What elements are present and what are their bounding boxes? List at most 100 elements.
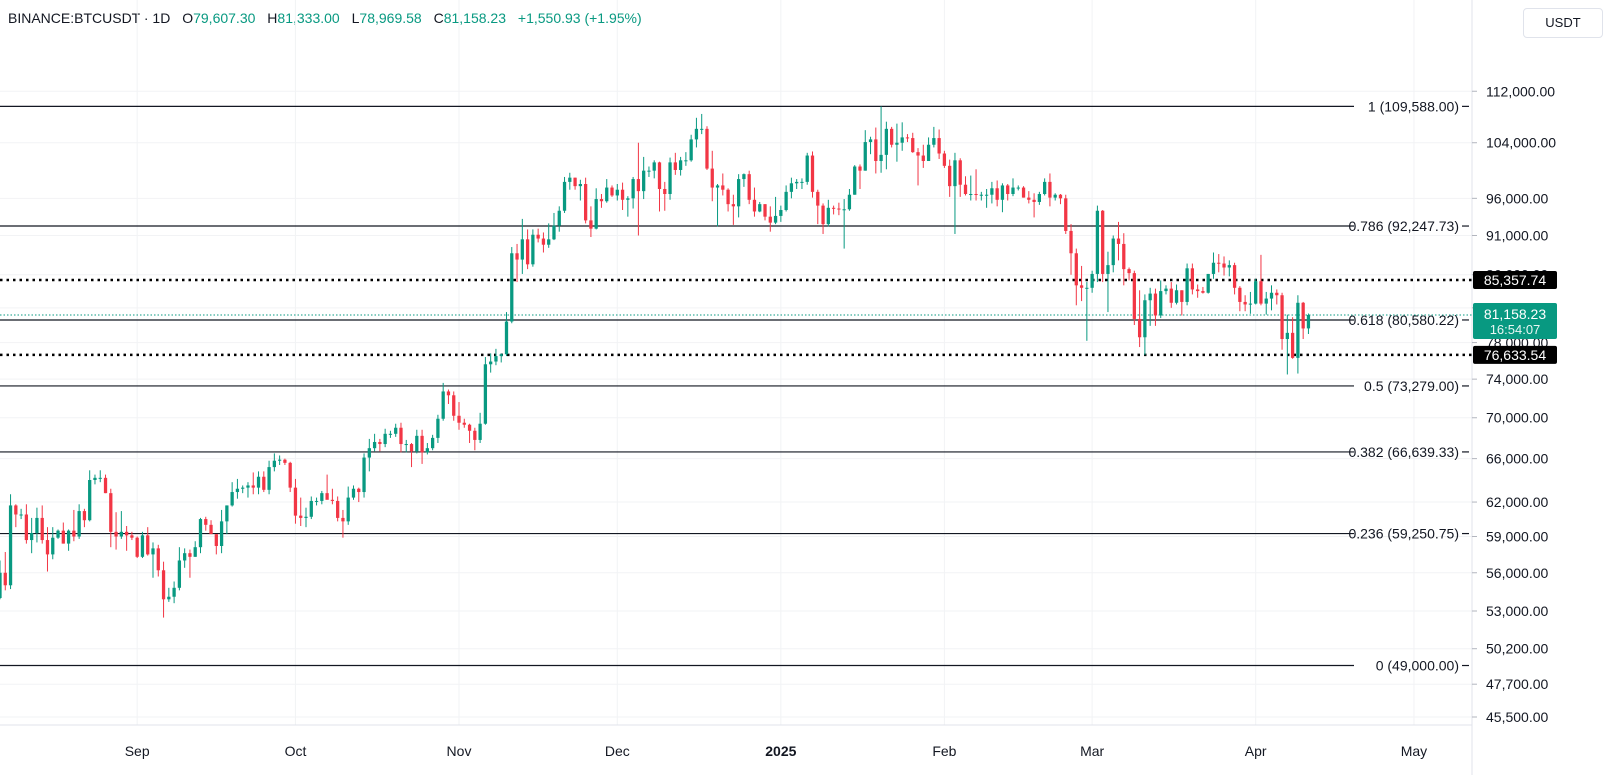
candle-body (816, 191, 820, 206)
candle-body (784, 191, 788, 211)
candle-body (515, 253, 519, 260)
candle-body (1243, 301, 1247, 305)
candle-body (763, 204, 767, 217)
candle-body (1027, 197, 1031, 200)
candle-body (109, 493, 113, 532)
candle-up (1043, 178, 1047, 196)
candle-up (742, 173, 746, 187)
candle-body (24, 514, 29, 541)
candle-up (235, 478, 240, 499)
candle-down (399, 422, 403, 453)
candle-down (831, 205, 836, 215)
candle-body (689, 139, 693, 161)
candle-down (1069, 224, 1073, 275)
candle-down (341, 509, 345, 538)
candle-up (847, 188, 852, 211)
candle-up (863, 130, 867, 171)
candle-body (1290, 332, 1295, 358)
candle-up (140, 531, 145, 559)
currency-button[interactable]: USDT (1523, 8, 1603, 38)
candle-up (557, 206, 561, 232)
candle-down (610, 185, 614, 197)
candle-up (1053, 193, 1057, 201)
candle-body (1137, 318, 1142, 338)
candle-down (109, 488, 113, 548)
candle-down (135, 536, 139, 559)
candle-down (1180, 290, 1184, 316)
candle-down (1116, 221, 1121, 261)
candle-down (299, 497, 303, 526)
x-tick-label: Apr (1245, 743, 1267, 759)
symbol-header: BINANCE:BTCUSDT · 1D O79,607.30 H81,333.… (8, 10, 642, 26)
candle-body (536, 234, 540, 239)
candle-down (721, 173, 725, 196)
y-tick-label: 59,000.00 (1486, 529, 1548, 545)
candle-down (916, 148, 920, 186)
candle-body (615, 189, 619, 196)
y-tick-label: 45,500.00 (1486, 709, 1548, 725)
candle-body (979, 194, 983, 196)
candle-body (958, 160, 962, 185)
close-label: C (433, 10, 444, 26)
candle-body (140, 535, 145, 557)
candle-body (673, 162, 677, 170)
bar-countdown-label: 16:54:07 (1490, 322, 1541, 337)
candle-body (531, 234, 535, 265)
candle-body (921, 155, 925, 162)
candle-body (1196, 289, 1200, 292)
candle-up (642, 156, 646, 200)
candle-body (1248, 303, 1253, 305)
candle-body (842, 209, 846, 211)
candle-up (272, 453, 276, 472)
candle-body (562, 181, 567, 211)
x-tick-label: May (1401, 743, 1427, 759)
candle-body (1285, 332, 1289, 340)
candle-up (56, 529, 60, 539)
level-price-tag-label: 76,633.54 (1484, 347, 1546, 363)
price-axis[interactable]: 112,000.00104,000.0096,000.0091,000.0086… (1471, 0, 1556, 775)
candle-down (288, 461, 292, 493)
candle-up (167, 587, 171, 602)
candle-up (737, 174, 741, 218)
candle-down (1021, 186, 1026, 198)
candle-body (1016, 187, 1020, 189)
candle-down (1290, 317, 1295, 359)
candle-up (1174, 284, 1179, 305)
candle-body (1106, 265, 1110, 274)
candle-body (415, 435, 419, 452)
open-value: 79,607.30 (193, 10, 256, 26)
candle-body (161, 570, 166, 600)
candle-down (262, 471, 266, 493)
candle-body (167, 596, 171, 600)
candle-body (441, 391, 445, 419)
candle-down (583, 177, 588, 224)
candle-body (1101, 210, 1105, 274)
candle-body (8, 505, 13, 586)
candle-down (958, 158, 962, 197)
candle-body (209, 524, 213, 535)
candle-body (293, 487, 298, 516)
candle-down (1048, 173, 1052, 207)
candle-body (346, 497, 350, 522)
candle-body (1169, 288, 1173, 303)
candle-body (694, 128, 699, 140)
candle-body (103, 477, 108, 494)
candle-down (467, 423, 472, 444)
candle-up (647, 166, 651, 177)
candle-body (98, 477, 102, 479)
change-value: +1,550.93 (+1.95%) (517, 10, 642, 26)
candle-body (82, 511, 87, 521)
candle-up (779, 205, 783, 222)
level-price-tag (1473, 345, 1557, 364)
candle-body (193, 547, 197, 557)
candle-body (779, 210, 783, 216)
candle-body (1211, 262, 1216, 274)
y-tick-label: 104,000.00 (1486, 135, 1556, 151)
candle-body (942, 153, 947, 166)
candle-body (1021, 187, 1026, 198)
x-tick-label: Oct (285, 743, 307, 759)
candle-up (277, 455, 282, 465)
candle-up (990, 181, 994, 204)
time-axis[interactable]: Sep Oct Nov Dec 2025 Feb Mar Apr May (0, 724, 1472, 759)
